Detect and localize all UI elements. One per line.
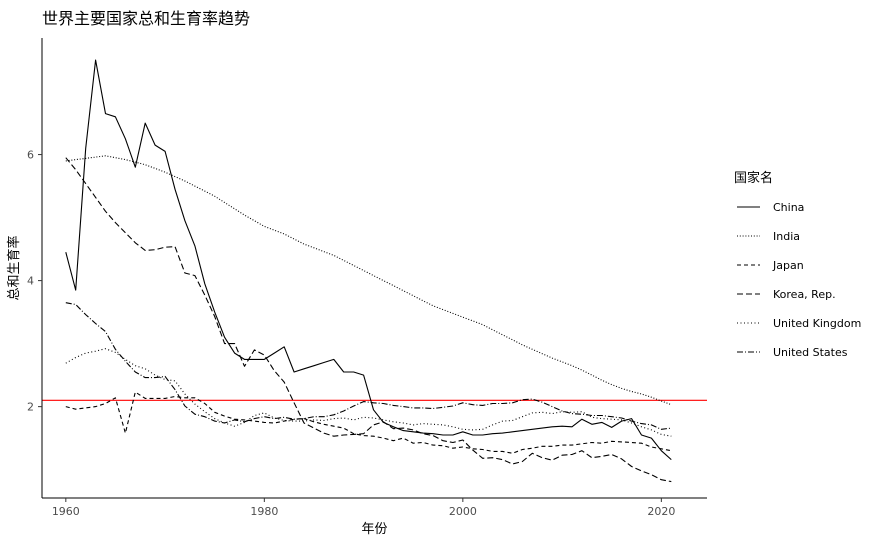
legend-label: United Kingdom <box>773 317 861 330</box>
plot-area: 1960 1980 2000 2020 2 4 6 <box>27 38 707 518</box>
x-tick-label: 2020 <box>647 505 675 518</box>
legend-title: 国家名 <box>734 170 773 186</box>
series-line-korea-rep <box>65 157 672 483</box>
y-tick-label: 6 <box>27 149 34 162</box>
series-line-india <box>65 155 672 406</box>
y-axis-title: 总和生育率 <box>6 235 22 300</box>
legend-label: India <box>773 230 800 243</box>
y-tick-label: 4 <box>27 275 34 288</box>
chart-title: 世界主要国家总和生育率趋势 <box>42 9 250 28</box>
x-axis-title: 年份 <box>361 522 387 537</box>
legend-label: United States <box>773 346 848 359</box>
legend-label: China <box>773 201 804 214</box>
legend-label: Japan <box>772 259 804 272</box>
x-tick-label: 2000 <box>449 505 477 518</box>
series-line-united-kingdom <box>65 348 672 437</box>
x-tick-label: 1980 <box>250 505 278 518</box>
legend-label: Korea, Rep. <box>773 288 836 301</box>
x-tick-label: 1960 <box>52 505 80 518</box>
series-line-china <box>65 59 672 461</box>
y-tick-label: 2 <box>27 401 34 414</box>
series-line-japan <box>65 391 672 454</box>
legend: 国家名 China India Japan Korea, Rep. United Kin… <box>734 170 861 359</box>
series-line-united-states <box>65 302 672 430</box>
